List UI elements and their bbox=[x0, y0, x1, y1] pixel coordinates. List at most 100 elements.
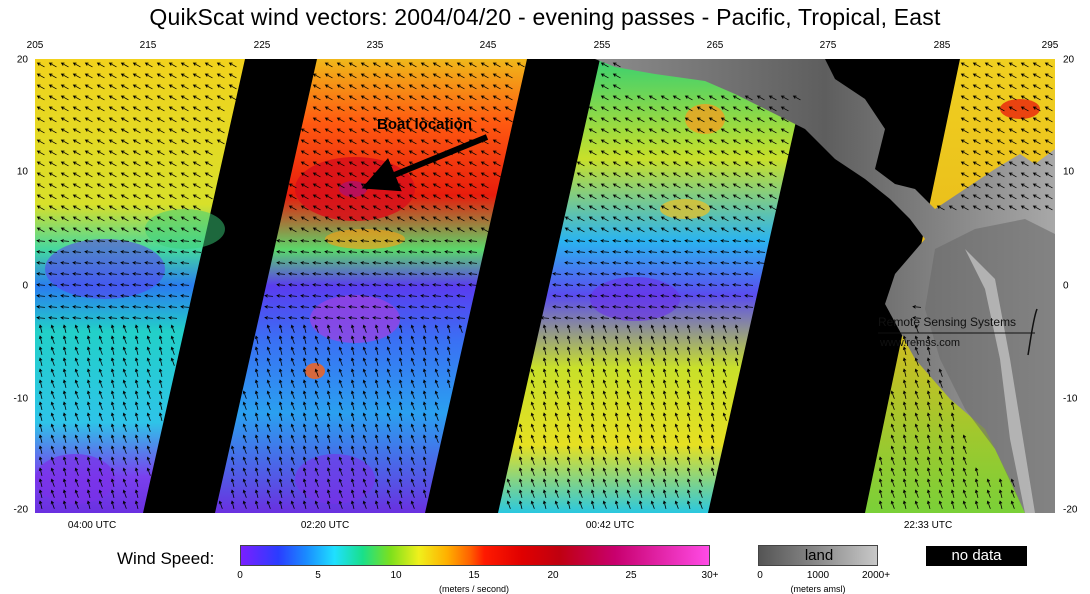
wind-arrow bbox=[720, 172, 729, 178]
wind-arrow bbox=[36, 194, 45, 200]
wind-arrow bbox=[600, 227, 609, 233]
wind-arrow bbox=[374, 412, 379, 421]
wind-arrow bbox=[672, 250, 682, 254]
wind-arrow bbox=[456, 194, 465, 200]
wind-arrow bbox=[432, 261, 442, 265]
wind-arrow bbox=[38, 478, 43, 487]
wind-arrow bbox=[156, 84, 165, 90]
wind-arrow bbox=[312, 216, 321, 222]
wind-arrow bbox=[326, 467, 331, 476]
wind-arrow bbox=[74, 500, 79, 509]
wind-arrow bbox=[878, 456, 883, 465]
wind-arrow bbox=[48, 272, 58, 276]
wind-arrow bbox=[60, 73, 69, 79]
wind-arrow bbox=[132, 250, 142, 254]
wind-arrow bbox=[432, 272, 442, 276]
wind-arrow bbox=[230, 456, 235, 465]
wind-arrow bbox=[372, 227, 381, 233]
wind-arrow bbox=[86, 467, 91, 476]
wind-arrow bbox=[720, 183, 729, 189]
wind-arrow bbox=[878, 500, 883, 509]
wind-arrow bbox=[336, 305, 346, 309]
wind-arrow bbox=[302, 368, 307, 377]
wind-arrow bbox=[732, 239, 742, 243]
wind-arrow bbox=[624, 205, 633, 211]
wind-arrow bbox=[422, 357, 427, 366]
wind-arrow bbox=[686, 401, 691, 410]
wind-arrow bbox=[960, 139, 969, 145]
wind-arrow bbox=[648, 150, 657, 156]
wind-arrow bbox=[278, 412, 283, 421]
wind-arrow bbox=[962, 456, 967, 465]
wind-arrow bbox=[744, 305, 754, 309]
wind-arrow bbox=[614, 357, 619, 366]
wind-arrow bbox=[348, 161, 357, 167]
wind-arrow bbox=[650, 346, 655, 355]
wind-arrow bbox=[672, 239, 682, 243]
wind-arrow bbox=[408, 150, 417, 156]
credit-url[interactable]: www.remss.com bbox=[880, 337, 961, 349]
wind-arrow bbox=[530, 423, 535, 432]
wind-arrow bbox=[576, 272, 586, 276]
wind-arrow bbox=[110, 445, 115, 454]
wind-arrow bbox=[614, 412, 619, 421]
wind-arrow bbox=[612, 139, 621, 145]
wind-arrow bbox=[410, 390, 415, 399]
wind-arrow bbox=[554, 335, 559, 344]
wind-arrow bbox=[48, 161, 57, 167]
wind-arrow bbox=[624, 128, 633, 134]
wind-arrow bbox=[492, 128, 501, 134]
wind-arrow bbox=[578, 467, 583, 476]
wind-arrow bbox=[360, 106, 369, 112]
wind-arrow bbox=[86, 456, 91, 465]
wind-arrow bbox=[578, 423, 583, 432]
wind-speed-label: Wind Speed: bbox=[117, 549, 215, 568]
wind-arrow bbox=[1020, 183, 1029, 189]
wind-arrow bbox=[564, 283, 574, 287]
wind-arrow bbox=[122, 434, 127, 443]
lat-tick-left: 0 bbox=[22, 280, 28, 292]
wind-arrow bbox=[108, 272, 118, 276]
wind-arrow bbox=[386, 368, 391, 377]
wind-arrow bbox=[62, 445, 67, 454]
wind-arrow bbox=[566, 379, 571, 388]
wind-arrow bbox=[768, 106, 777, 112]
wind-arrow bbox=[576, 294, 586, 298]
wind-arrow bbox=[336, 73, 345, 79]
wind-arrow bbox=[564, 250, 574, 254]
wind-arrow bbox=[578, 390, 583, 399]
wind-arrow bbox=[602, 434, 607, 443]
wind-arrow bbox=[120, 261, 130, 265]
wind-arrow bbox=[768, 117, 777, 123]
wind-arrow bbox=[926, 456, 931, 465]
wind-arrow bbox=[600, 239, 610, 243]
wind-arrow bbox=[648, 283, 658, 287]
wind-arrow bbox=[720, 250, 730, 254]
wind-arrow bbox=[708, 227, 717, 233]
wind-arrow bbox=[960, 73, 969, 79]
wind-arrow bbox=[890, 489, 895, 498]
wind-arrow bbox=[686, 456, 691, 465]
wind-arrow bbox=[972, 73, 981, 79]
wind-arrow bbox=[288, 261, 298, 265]
wind-arrow bbox=[122, 357, 127, 366]
wind-arrow bbox=[588, 216, 597, 222]
wind-arrow bbox=[660, 183, 669, 189]
wind-arrow bbox=[732, 172, 741, 178]
wind-arrow bbox=[984, 205, 993, 211]
wind-arrow bbox=[338, 357, 343, 366]
wind-arrow bbox=[626, 478, 631, 487]
wind-arrow bbox=[662, 379, 667, 388]
wind-arrow bbox=[372, 272, 382, 276]
wind-arrow bbox=[360, 294, 370, 298]
wind-arrow bbox=[1032, 150, 1041, 156]
wind-arrow bbox=[542, 478, 547, 487]
wind-arrow bbox=[372, 194, 381, 200]
wind-arrow bbox=[156, 150, 165, 156]
wind-arrow bbox=[626, 445, 631, 454]
wind-arrow bbox=[60, 150, 69, 156]
wind-arrow bbox=[650, 445, 655, 454]
wind-arrow bbox=[780, 106, 789, 112]
wind-arrow bbox=[984, 117, 993, 123]
wind-arrow bbox=[720, 305, 730, 309]
